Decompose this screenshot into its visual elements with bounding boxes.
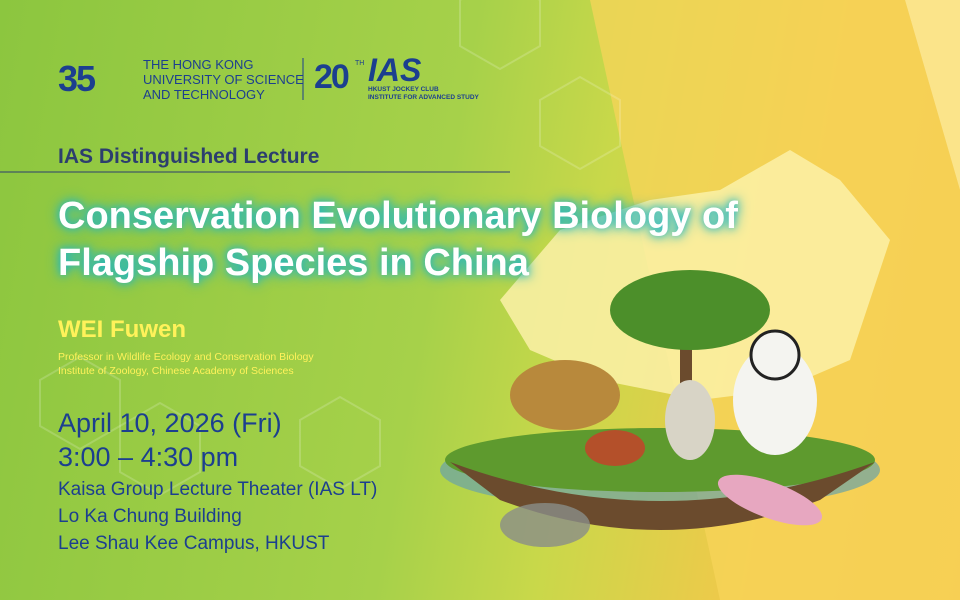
university-line: THE HONG KONG (143, 57, 254, 72)
speaker-name: WEI Fuwen (58, 316, 186, 343)
date: April 10, 2026 (Fri) (58, 408, 282, 438)
venue-line: Kaisa Group Lecture Theater (IAS LT) (58, 479, 378, 500)
ias-20-suffix: TH (355, 60, 365, 67)
hexagon-pattern (39, 0, 621, 497)
panda (733, 345, 817, 455)
tree-crown (610, 270, 770, 350)
ias-name-line: INSTITUTE FOR ADVANCED STUDY (368, 94, 479, 101)
title-line: Conservation Evolutionary Biology of (58, 195, 738, 237)
panda-head (749, 329, 801, 381)
venue: Kaisa Group Lecture Theater (IAS LT) Lo … (58, 476, 377, 557)
ias-logo: IAS (368, 52, 422, 88)
dolphin (717, 474, 823, 526)
lecture-title: Conservation Evolutionary Biology of Fla… (58, 193, 738, 287)
red-panda (585, 430, 645, 466)
affiliation-line: Institute of Zoology, Chinese Academy of… (58, 365, 294, 377)
ias-name-line: HKUST JOCKEY CLUB (368, 86, 439, 93)
snow-leopard (665, 380, 715, 460)
title-line: Flagship Species in China (58, 242, 529, 284)
venue-line: Lo Ka Chung Building (58, 506, 242, 527)
corner-band (905, 0, 960, 190)
speaker-affiliation: Professor in Wildlife Ecology and Conser… (58, 350, 314, 378)
lecture-series: IAS Distinguished Lecture (58, 145, 320, 168)
affiliation-line: Professor in Wildlife Ecology and Conser… (58, 351, 314, 363)
takin (510, 360, 620, 430)
time: 3:00 – 4:30 pm (58, 442, 239, 472)
ias-20: 20 (314, 58, 350, 96)
university-line: UNIVERSITY OF SCIENCE (143, 72, 304, 87)
venue-line: Lee Shau Kee Campus, HKUST (58, 533, 330, 554)
anniversary-35: 35 (58, 58, 96, 99)
university-name: THE HONG KONG UNIVERSITY OF SCIENCE AND … (143, 57, 304, 102)
university-line: AND TECHNOLOGY (143, 87, 265, 102)
dugong (500, 503, 590, 547)
ias-name: HKUST JOCKEY CLUB INSTITUTE FOR ADVANCED… (368, 86, 479, 102)
